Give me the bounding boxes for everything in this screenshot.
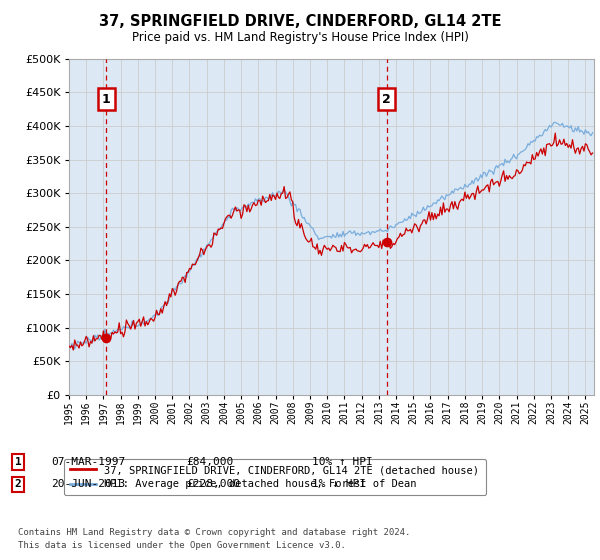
Text: 2: 2 [14, 479, 22, 489]
Text: Contains HM Land Registry data © Crown copyright and database right 2024.: Contains HM Land Registry data © Crown c… [18, 528, 410, 537]
Text: This data is licensed under the Open Government Licence v3.0.: This data is licensed under the Open Gov… [18, 541, 346, 550]
Text: 1% ↓ HPI: 1% ↓ HPI [312, 479, 366, 489]
Text: 37, SPRINGFIELD DRIVE, CINDERFORD, GL14 2TE: 37, SPRINGFIELD DRIVE, CINDERFORD, GL14 … [99, 14, 501, 29]
Text: 1: 1 [102, 92, 110, 106]
Legend: 37, SPRINGFIELD DRIVE, CINDERFORD, GL14 2TE (detached house), HPI: Average price: 37, SPRINGFIELD DRIVE, CINDERFORD, GL14 … [64, 459, 485, 496]
Text: 1: 1 [14, 457, 22, 467]
Text: 10% ↑ HPI: 10% ↑ HPI [312, 457, 373, 467]
Text: 20-JUN-2013: 20-JUN-2013 [51, 479, 125, 489]
Text: 07-MAR-1997: 07-MAR-1997 [51, 457, 125, 467]
Text: £84,000: £84,000 [186, 457, 233, 467]
Text: £228,000: £228,000 [186, 479, 240, 489]
Text: 2: 2 [382, 92, 391, 106]
Text: Price paid vs. HM Land Registry's House Price Index (HPI): Price paid vs. HM Land Registry's House … [131, 31, 469, 44]
